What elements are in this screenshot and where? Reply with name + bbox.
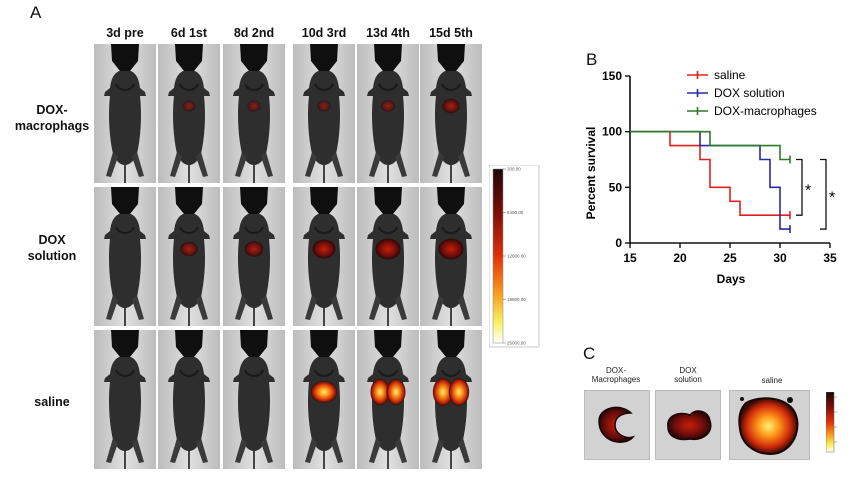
colorbar-tick-label: 200.00 — [507, 167, 521, 172]
significance-star: * — [805, 182, 811, 199]
y-tick-label: 100 — [602, 125, 622, 139]
mouse-image — [420, 44, 482, 183]
significance-bracket — [796, 158, 803, 216]
x-tick-label: 30 — [773, 251, 787, 265]
organ-label: DOX- Macrophages — [591, 366, 641, 384]
panel-a-letter: A — [30, 3, 42, 22]
column-header: 13d 4th — [366, 26, 410, 40]
legend-label: DOX solution — [714, 86, 785, 100]
mouse-image — [357, 187, 419, 326]
colorbar-tick-label: 18800.00 — [507, 297, 526, 302]
mouse-image — [223, 187, 285, 326]
mouse-image — [158, 330, 220, 469]
significance-star: * — [829, 189, 835, 206]
row-label: DOX- macrophags — [14, 103, 90, 133]
mouse-image — [293, 44, 355, 183]
mouse-image — [223, 44, 285, 183]
intensity-colorbar: 200.00 6400.00 12600.00 18800.00 25000.00 — [489, 165, 540, 348]
mouse-image — [420, 187, 482, 326]
column-header: 8d 2nd — [233, 26, 275, 40]
panel-b-letter: B — [586, 50, 598, 69]
mouse-image — [357, 44, 419, 183]
colorbar-tick-label: 12600.00 — [507, 254, 526, 259]
column-header: 15d 5th — [429, 26, 473, 40]
mouse-image — [420, 330, 482, 469]
organ-label: DOX solution — [674, 366, 702, 384]
organ-image — [584, 390, 650, 460]
series-line-0 — [630, 130, 790, 216]
panel-c-letter: C — [583, 344, 596, 363]
y-tick-label: 50 — [609, 180, 623, 194]
organ-image — [655, 390, 721, 460]
colorbar-gradient — [492, 168, 504, 344]
x-axis-label: Days — [717, 272, 746, 286]
y-axis-label: Percent survival — [584, 127, 598, 220]
x-tick-label: 15 — [623, 251, 637, 265]
mouse-image — [158, 44, 220, 183]
series-line-1 — [630, 130, 790, 230]
mouse-image — [158, 187, 220, 326]
legend-label: DOX-macrophages — [714, 104, 817, 118]
organ-colorbar — [826, 392, 837, 453]
colorbar-tick-label: 25000.00 — [507, 341, 526, 346]
survival-chart: 0 50 100 150 15 20 25 30 35 * * saline DOX solutio… — [584, 68, 837, 286]
x-tick-label: 20 — [673, 251, 687, 265]
y-tick-label: 0 — [615, 236, 622, 250]
mouse-image — [223, 330, 285, 469]
x-tick-label: 35 — [823, 251, 837, 265]
significance-bracket — [820, 158, 827, 230]
column-header: 6d 1st — [170, 26, 208, 40]
mouse-image — [94, 330, 156, 469]
colorbar-tick-label: 6400.00 — [507, 210, 524, 215]
x-tick-label: 25 — [723, 251, 737, 265]
column-header: 3d pre — [106, 26, 144, 40]
mouse-image — [293, 187, 355, 326]
organ-label: saline — [761, 376, 783, 385]
mouse-image — [94, 44, 156, 183]
legend-label: saline — [714, 68, 746, 82]
mouse-image — [94, 187, 156, 326]
row-label: saline — [34, 395, 70, 409]
row-label: DOX solution — [27, 233, 77, 263]
mouse-image — [357, 330, 419, 469]
column-header: 10d 3rd — [301, 26, 347, 40]
organ-image — [729, 390, 810, 460]
y-tick-label: 150 — [602, 69, 622, 83]
mouse-image — [293, 330, 355, 469]
series-line-2 — [630, 130, 790, 161]
